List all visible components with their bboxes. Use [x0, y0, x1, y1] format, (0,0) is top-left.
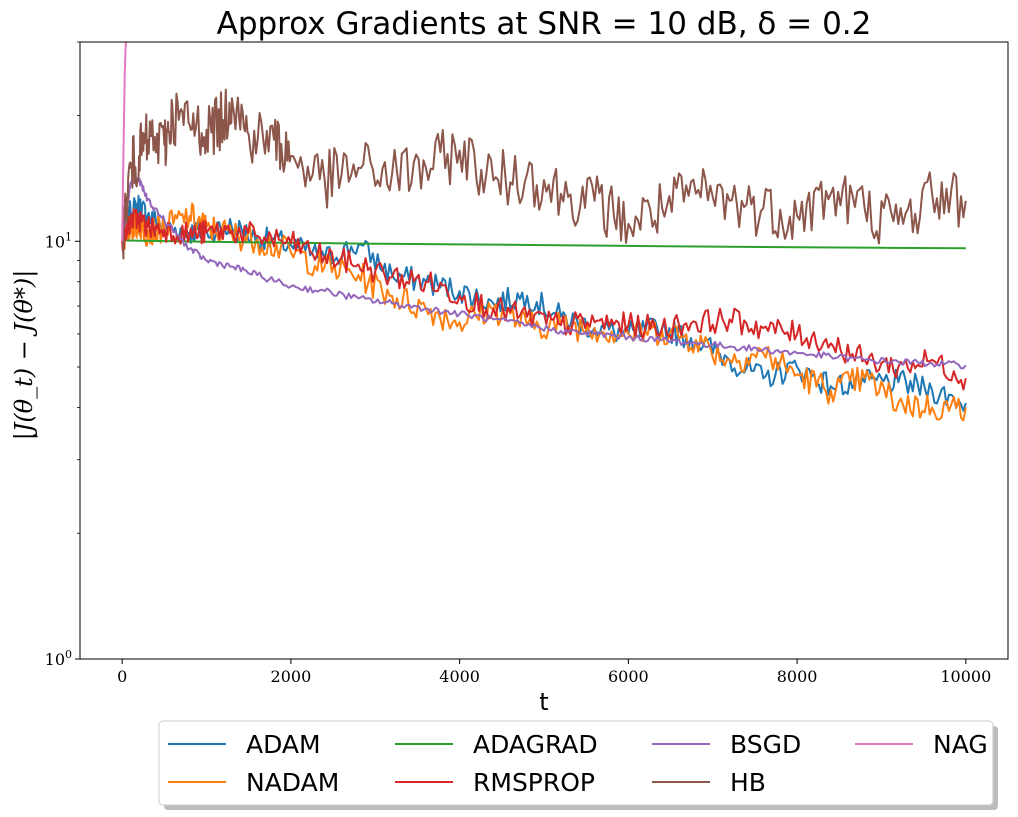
y-tick-label: 100: [45, 648, 72, 669]
x-tick-label: 0: [117, 667, 127, 686]
x-tick-label: 10000: [940, 667, 991, 686]
x-tick-label: 2000: [271, 667, 312, 686]
legend-label-nag: NAG: [933, 730, 988, 759]
legend-label-nadam: NADAM: [246, 768, 339, 797]
series-line-hb: [121, 88, 967, 260]
plot-frame: [79, 41, 1009, 660]
x-axis-label: t: [539, 688, 548, 716]
legend-label-adam: ADAM: [246, 730, 321, 759]
y-axis-label: |J(θ_t) − J(θ*)|: [10, 270, 39, 441]
legend: ADAM NADAM ADAGRAD RMSPROP BSGD HB NAG: [158, 720, 998, 810]
x-ticks: 0 2000 4000 6000 8000 10000: [117, 659, 991, 686]
legend-label-hb: HB: [730, 768, 766, 797]
series-line-rmsprop: [121, 208, 967, 391]
x-tick-label: 8000: [777, 667, 818, 686]
x-tick-label: 4000: [439, 667, 480, 686]
y-tick-label: 101: [45, 230, 72, 251]
legend-label-adagrad: ADAGRAD: [473, 730, 598, 759]
series-line-bsgd: [121, 177, 967, 370]
y-ticks: 100 101: [45, 41, 80, 669]
x-tick-label: 6000: [608, 667, 649, 686]
series-line-nadam: [121, 202, 967, 422]
legend-label-bsgd: BSGD: [730, 730, 801, 759]
legend-box: [158, 720, 994, 806]
chart-title: Approx Gradients at SNR = 10 dB, δ = 0.2: [217, 6, 872, 42]
legend-label-rmsprop: RMSPROP: [473, 768, 595, 797]
series-layer: [121, 42, 967, 422]
series-line-nag: [121, 42, 127, 242]
series-line-adagrad: [122, 239, 966, 250]
